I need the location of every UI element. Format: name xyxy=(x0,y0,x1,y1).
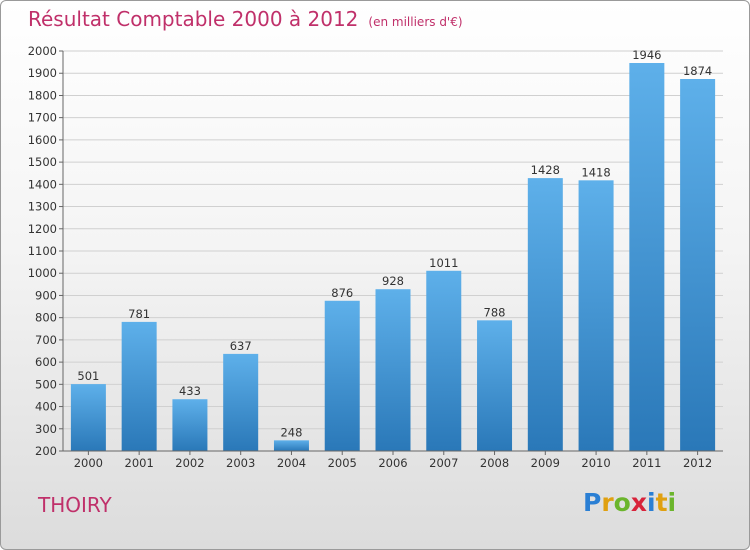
y-tick-label: 1400 xyxy=(28,177,57,191)
y-tick-label: 2000 xyxy=(28,44,57,58)
data-label: 248 xyxy=(280,425,302,439)
x-tick-label: 2001 xyxy=(125,456,154,470)
y-tick-label: 500 xyxy=(35,377,57,391)
x-tick-label: 2006 xyxy=(378,456,407,470)
logo-letter: t xyxy=(655,488,668,517)
data-label: 1874 xyxy=(683,64,712,78)
y-tick-label: 1900 xyxy=(28,66,57,80)
y-tick-label: 1700 xyxy=(28,111,57,125)
logo-letter: x xyxy=(630,488,647,517)
bar xyxy=(375,289,411,451)
bar xyxy=(223,353,259,451)
data-label: 788 xyxy=(484,305,506,319)
y-tick-label: 1100 xyxy=(28,244,57,258)
bar xyxy=(273,440,309,451)
logo-letter: o xyxy=(613,488,631,517)
x-tick-label: 2011 xyxy=(632,456,661,470)
x-tick-label: 2004 xyxy=(277,456,306,470)
y-tick-label: 300 xyxy=(35,422,57,436)
bar xyxy=(527,178,563,451)
bar-layer xyxy=(70,63,716,452)
bar xyxy=(172,399,208,451)
x-tick-label: 2003 xyxy=(226,456,255,470)
data-label: 781 xyxy=(128,307,150,321)
logo-letter: i xyxy=(647,488,656,517)
data-label: 1428 xyxy=(531,163,560,177)
bar xyxy=(680,79,716,451)
bar xyxy=(324,300,360,451)
logo-letter: r xyxy=(601,488,614,517)
y-tick-label: 900 xyxy=(35,288,57,302)
x-tick-label: 2009 xyxy=(531,456,560,470)
data-label: 928 xyxy=(382,274,404,288)
bar xyxy=(121,321,157,451)
bar xyxy=(70,384,106,451)
y-tick-label: 1000 xyxy=(28,266,57,280)
x-tick-label: 2000 xyxy=(74,456,103,470)
data-label: 1946 xyxy=(632,48,661,62)
data-label: 637 xyxy=(230,339,252,353)
y-tick-label: 1300 xyxy=(28,200,57,214)
y-tick-label: 1800 xyxy=(28,88,57,102)
logo-letter: P xyxy=(583,488,602,517)
data-label: 1418 xyxy=(581,165,610,179)
x-tick-label: 2012 xyxy=(683,456,712,470)
data-label: 1011 xyxy=(429,256,458,270)
bar xyxy=(629,63,665,451)
y-tick-label: 200 xyxy=(35,444,57,458)
place-name: THOIRY xyxy=(38,493,112,517)
data-label: 433 xyxy=(179,384,201,398)
x-tick-label: 2008 xyxy=(480,456,509,470)
y-tick-label: 800 xyxy=(35,311,57,325)
y-tick-label: 700 xyxy=(35,333,57,347)
axis-layer: 200 300 400 500 600 700 800 900 1000 1100 1200 1300… xyxy=(28,44,723,470)
bar xyxy=(578,180,614,452)
x-tick-label: 2010 xyxy=(581,456,610,470)
chart-title-text: Résultat Comptable 2000 à 2012 xyxy=(28,7,359,31)
chart-subtitle: (en milliers d'€) xyxy=(368,15,463,29)
y-tick-label: 1600 xyxy=(28,133,57,147)
label-layer: 501 781 433 637 248 876 928 1011 788 1428 1418 1946… xyxy=(77,48,712,439)
chart-title: Résultat Comptable 2000 à 2012 (en millie… xyxy=(28,7,463,31)
data-label: 876 xyxy=(331,286,353,300)
bar xyxy=(426,270,462,451)
logo-letter: i xyxy=(667,488,677,517)
y-tick-label: 600 xyxy=(35,355,57,369)
data-label: 501 xyxy=(77,369,99,383)
y-tick-label: 1500 xyxy=(28,155,57,169)
x-tick-label: 2007 xyxy=(429,456,458,470)
x-tick-label: 2005 xyxy=(328,456,357,470)
bar xyxy=(477,320,513,451)
x-tick-label: 2002 xyxy=(175,456,204,470)
y-tick-label: 1200 xyxy=(28,222,57,236)
y-tick-label: 400 xyxy=(35,400,57,414)
proxiti-logo[interactable]: Proxiti xyxy=(583,488,676,517)
